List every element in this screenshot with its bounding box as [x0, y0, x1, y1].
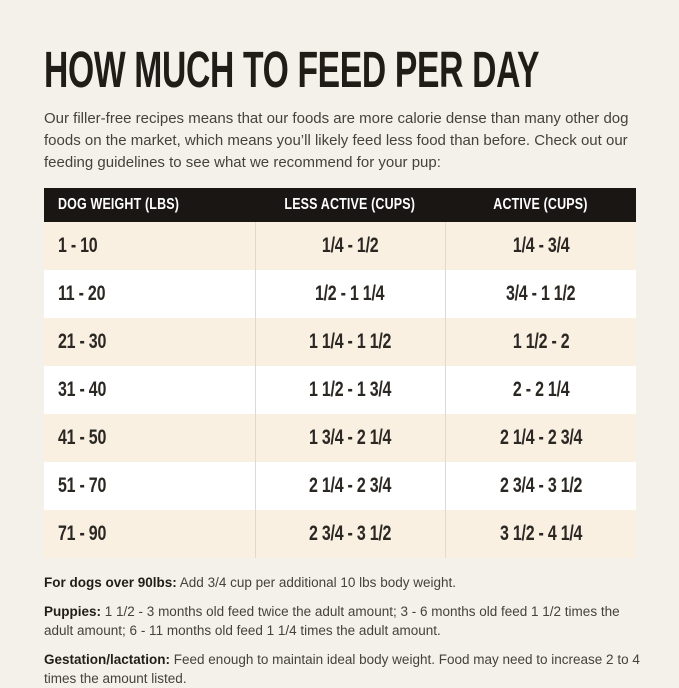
table-row: 21 - 30 1 1/4 - 1 1/2 1 1/2 - 2: [44, 318, 636, 366]
column-header-dog-weight-text: DOG WEIGHT (LBS): [58, 196, 180, 213]
page-title: HOW MUCH TO FEED PER DAY: [44, 44, 644, 95]
cell-less-active: 1 3/4 - 2 1/4: [254, 414, 445, 462]
column-header-less-active: LESS ACTIVE (CUPS): [255, 188, 445, 222]
table-header: DOG WEIGHT (LBS) LESS ACTIVE (CUPS) ACTI…: [44, 188, 636, 222]
column-header-active-text: ACTIVE (CUPS): [493, 196, 588, 213]
cell-weight: 31 - 40: [44, 366, 255, 414]
cell-less-active: 1/4 - 1/2: [254, 222, 445, 270]
cell-weight-text: 41 - 50: [58, 426, 107, 449]
note-puppies-text: 1 1/2 - 3 months old feed twice the adul…: [44, 604, 620, 638]
cell-weight: 71 - 90: [44, 510, 255, 558]
cell-less-active-text: 1 1/4 - 1 1/2: [308, 330, 392, 353]
cell-active: 2 1/4 - 2 3/4: [444, 414, 636, 462]
note-over-90lbs-label: For dogs over 90lbs:: [44, 575, 177, 590]
cell-less-active-text: 1 1/2 - 1 3/4: [308, 378, 392, 401]
cell-active-text: 2 1/4 - 2 3/4: [499, 426, 582, 449]
cell-less-active-text: 1 3/4 - 2 1/4: [308, 426, 392, 449]
cell-active-text: 2 - 2 1/4: [512, 378, 569, 401]
cell-less-active: 1 1/2 - 1 3/4: [254, 366, 445, 414]
column-header-active: ACTIVE (CUPS): [445, 188, 636, 222]
cell-less-active: 1 1/4 - 1 1/2: [254, 318, 445, 366]
note-gestation: Gestation/lactation: Feed enough to main…: [44, 650, 648, 688]
cell-active: 1 1/2 - 2: [444, 318, 636, 366]
cell-less-active: 1/2 - 1 1/4: [254, 270, 445, 318]
cell-less-active-text: 2 1/4 - 2 3/4: [308, 474, 392, 497]
note-over-90lbs-text: Add 3/4 cup per additional 10 lbs body w…: [179, 575, 456, 590]
cell-active-text: 3/4 - 1 1/2: [506, 282, 576, 305]
cell-active-text: 3 1/2 - 4 1/4: [499, 522, 582, 545]
cell-weight: 1 - 10: [44, 222, 255, 270]
cell-weight: 21 - 30: [44, 318, 255, 366]
cell-weight-text: 21 - 30: [58, 330, 107, 353]
note-puppies: Puppies: 1 1/2 - 3 months old feed twice…: [44, 602, 648, 640]
cell-active-text: 2 3/4 - 3 1/2: [499, 474, 582, 497]
table-header-row: DOG WEIGHT (LBS) LESS ACTIVE (CUPS) ACTI…: [44, 188, 636, 222]
cell-active-text: 1 1/2 - 2: [512, 330, 569, 353]
cell-weight-text: 1 - 10: [58, 234, 98, 257]
cell-weight-text: 71 - 90: [58, 522, 107, 545]
cell-active: 1/4 - 3/4: [444, 222, 636, 270]
cell-less-active: 2 3/4 - 3 1/2: [254, 510, 445, 558]
cell-weight-text: 11 - 20: [58, 282, 106, 305]
table-row: 11 - 20 1/2 - 1 1/4 3/4 - 1 1/2: [44, 270, 636, 318]
table-row: 31 - 40 1 1/2 - 1 3/4 2 - 2 1/4: [44, 366, 636, 414]
cell-less-active: 2 1/4 - 2 3/4: [254, 462, 445, 510]
cell-active: 2 3/4 - 3 1/2: [444, 462, 636, 510]
cell-active: 3/4 - 1 1/2: [444, 270, 636, 318]
cell-weight: 51 - 70: [44, 462, 255, 510]
cell-weight-text: 51 - 70: [58, 474, 107, 497]
table-row: 51 - 70 2 1/4 - 2 3/4 2 3/4 - 3 1/2: [44, 462, 636, 510]
cell-active-text: 1/4 - 3/4: [512, 234, 569, 257]
cell-weight-text: 31 - 40: [58, 378, 107, 401]
table-row: 1 - 10 1/4 - 1/2 1/4 - 3/4: [44, 222, 636, 270]
cell-less-active-text: 1/4 - 1/2: [321, 234, 379, 257]
table-body: 1 - 10 1/4 - 1/2 1/4 - 3/4 11 - 20 1/2 -…: [44, 222, 636, 558]
column-header-less-active-text: LESS ACTIVE (CUPS): [284, 196, 416, 213]
note-gestation-label: Gestation/lactation:: [44, 652, 171, 667]
note-over-90lbs: For dogs over 90lbs: Add 3/4 cup per add…: [44, 573, 648, 592]
cell-less-active-text: 1/2 - 1 1/4: [315, 282, 385, 305]
note-puppies-label: Puppies:: [44, 604, 102, 619]
intro-paragraph: Our filler-free recipes means that our f…: [44, 110, 629, 171]
page-title-text: HOW MUCH TO FEED PER DAY: [44, 41, 540, 98]
cell-active: 2 - 2 1/4: [444, 366, 636, 414]
cell-weight: 41 - 50: [44, 414, 255, 462]
table-row: 71 - 90 2 3/4 - 3 1/2 3 1/2 - 4 1/4: [44, 510, 636, 558]
column-header-dog-weight: DOG WEIGHT (LBS): [44, 188, 255, 222]
table-row: 41 - 50 1 3/4 - 2 1/4 2 1/4 - 2 3/4: [44, 414, 636, 462]
cell-weight: 11 - 20: [44, 270, 255, 318]
cell-less-active-text: 2 3/4 - 3 1/2: [308, 522, 392, 545]
feeding-guidelines-table: DOG WEIGHT (LBS) LESS ACTIVE (CUPS) ACTI…: [44, 188, 636, 558]
cell-active: 3 1/2 - 4 1/4: [444, 510, 636, 558]
footnotes: For dogs over 90lbs: Add 3/4 cup per add…: [44, 573, 648, 688]
